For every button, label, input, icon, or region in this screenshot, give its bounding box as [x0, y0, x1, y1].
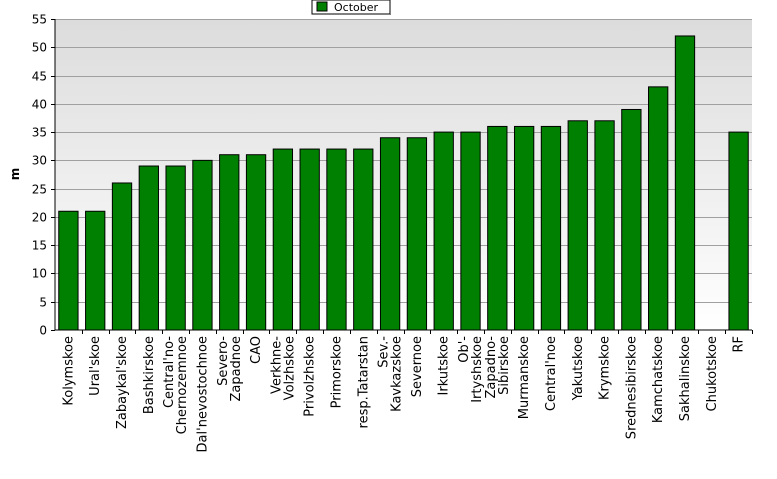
x-tick-label: Kolymskoe — [61, 336, 76, 406]
bar — [487, 125, 508, 331]
legend: October — [311, 0, 391, 15]
x-tick-label: Krymskoe — [598, 336, 613, 400]
x-tick-label: Zabaykal'skoe — [115, 336, 130, 429]
x-tick-label: Verkhne- — [269, 336, 284, 394]
y-tick-label: 35 — [32, 126, 47, 140]
bar — [648, 86, 669, 331]
y-tick-label: 50 — [32, 41, 47, 55]
y-tick-label: 30 — [32, 154, 47, 168]
bar — [621, 108, 642, 331]
x-tick-label: Ob'- — [457, 336, 472, 363]
x-tick-label: Severo- — [216, 336, 231, 386]
bar — [326, 148, 347, 331]
x-tick-label: Severnoe — [410, 336, 425, 397]
bar — [567, 120, 588, 331]
x-tick-label: Dal'nevostochnoe — [195, 336, 210, 452]
y-tick-label: 0 — [39, 324, 47, 338]
x-tick-label: resp.Tatarstan — [356, 336, 371, 428]
bar — [728, 131, 749, 331]
bar — [272, 148, 294, 331]
bar — [674, 35, 696, 331]
y-tick-label: 55 — [32, 13, 47, 27]
x-axis-ticks: Kolymskoe Ural'skoe Zabaykal'skoe Bashkirsk… — [61, 330, 753, 452]
x-tick-label: Irtyshskoe — [470, 336, 485, 403]
y-tick-label: 5 — [39, 296, 47, 310]
x-tick-label: Chernozemnoe — [175, 336, 190, 434]
bar — [540, 125, 562, 331]
bar — [245, 154, 267, 331]
y-tick-label: 40 — [32, 98, 47, 112]
x-tick-label: Sibirskoe — [497, 336, 512, 395]
bar — [165, 165, 186, 331]
bar — [299, 148, 320, 331]
x-tick-label: Kavkazskoe — [390, 336, 405, 412]
x-tick-label: Sev.- — [377, 336, 392, 368]
bar — [594, 120, 615, 331]
bar — [513, 125, 535, 331]
x-tick-label: Central'noe — [544, 336, 559, 411]
x-tick-label: Central'no- — [162, 336, 177, 408]
bar — [85, 210, 106, 331]
y-tick-label: 15 — [32, 239, 47, 253]
x-tick-label: Zapadnoe — [229, 336, 244, 402]
bar — [192, 159, 213, 331]
legend-swatch — [316, 1, 328, 12]
y-axis-ticks: 0 5 10 15 20 25 30 35 40 45 50 55 — [32, 13, 55, 338]
x-tick-label: Srednesibirskoe — [624, 336, 639, 439]
bar — [353, 148, 374, 331]
bar — [219, 154, 240, 331]
legend-label: October — [334, 1, 378, 14]
bar — [58, 210, 79, 331]
y-axis-title: m — [8, 168, 22, 181]
bar — [111, 182, 133, 331]
bar — [433, 131, 454, 331]
y-tick-label: 45 — [32, 70, 47, 84]
x-tick-label: Chukotskoe — [705, 336, 720, 411]
bar — [138, 165, 159, 331]
y-tick-label: 10 — [32, 267, 47, 281]
y-tick-label: 20 — [32, 211, 47, 225]
plot-area — [55, 19, 752, 330]
y-tick-label: 25 — [32, 183, 47, 197]
x-tick-label: RF — [732, 336, 747, 353]
bar — [406, 137, 428, 331]
x-tick-label: Volzhskoe — [282, 336, 297, 400]
x-tick-label: CAO — [249, 336, 264, 364]
x-tick-label: Primorskoe — [330, 336, 345, 408]
x-tick-label: Ural'skoe — [88, 336, 103, 396]
bar — [460, 131, 481, 331]
x-tick-label: Sakhalinskoe — [678, 336, 693, 421]
x-tick-label: Irkutskoe — [437, 336, 452, 395]
bar — [379, 137, 401, 331]
x-tick-label: Privolzhskoe — [303, 336, 318, 417]
x-tick-label: Yakutskoe — [571, 336, 586, 401]
x-tick-label: Murmanskoe — [517, 336, 532, 419]
x-tick-label: Zapadno- — [484, 336, 499, 399]
x-tick-label: Bashkirskoe — [142, 336, 157, 414]
x-tick-label: Kamchatskoe — [651, 336, 666, 423]
